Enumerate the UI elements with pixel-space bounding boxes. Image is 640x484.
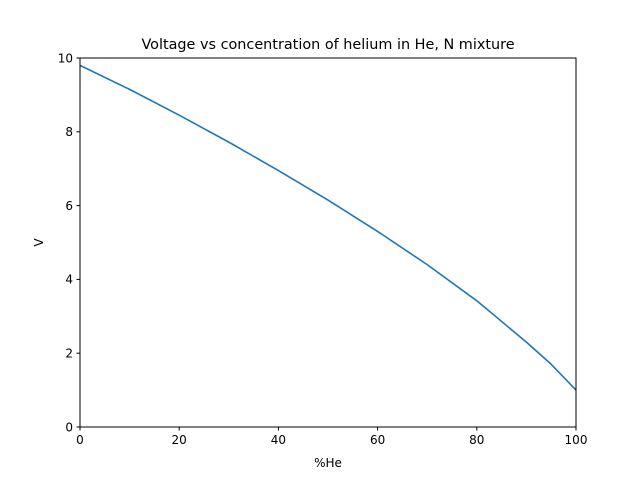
y-tick-label: 10 <box>58 51 73 65</box>
y-tick-label: 8 <box>65 125 73 139</box>
x-tick-label: 80 <box>469 433 484 447</box>
y-axis-label: V <box>32 238 46 247</box>
x-axis: 0 20 40 60 80 100 <box>76 427 587 447</box>
y-tick-label: 2 <box>65 347 73 361</box>
x-tick-label: 60 <box>370 433 385 447</box>
y-tick-label: 4 <box>65 273 73 287</box>
chart-title: Voltage vs concentration of helium in He… <box>141 37 514 53</box>
x-tick-label: 100 <box>565 433 588 447</box>
x-tick-label: 40 <box>271 433 286 447</box>
plot-area <box>79 64 577 391</box>
series-line-0 <box>79 64 577 391</box>
y-axis: 0 2 4 6 8 10 <box>58 51 80 434</box>
x-tick-label: 20 <box>172 433 187 447</box>
y-tick-label: 6 <box>65 199 73 213</box>
plot-frame <box>79 57 577 428</box>
x-axis-label: %He <box>314 456 342 470</box>
x-tick-label: 0 <box>76 433 84 447</box>
y-tick-label: 0 <box>65 420 73 434</box>
